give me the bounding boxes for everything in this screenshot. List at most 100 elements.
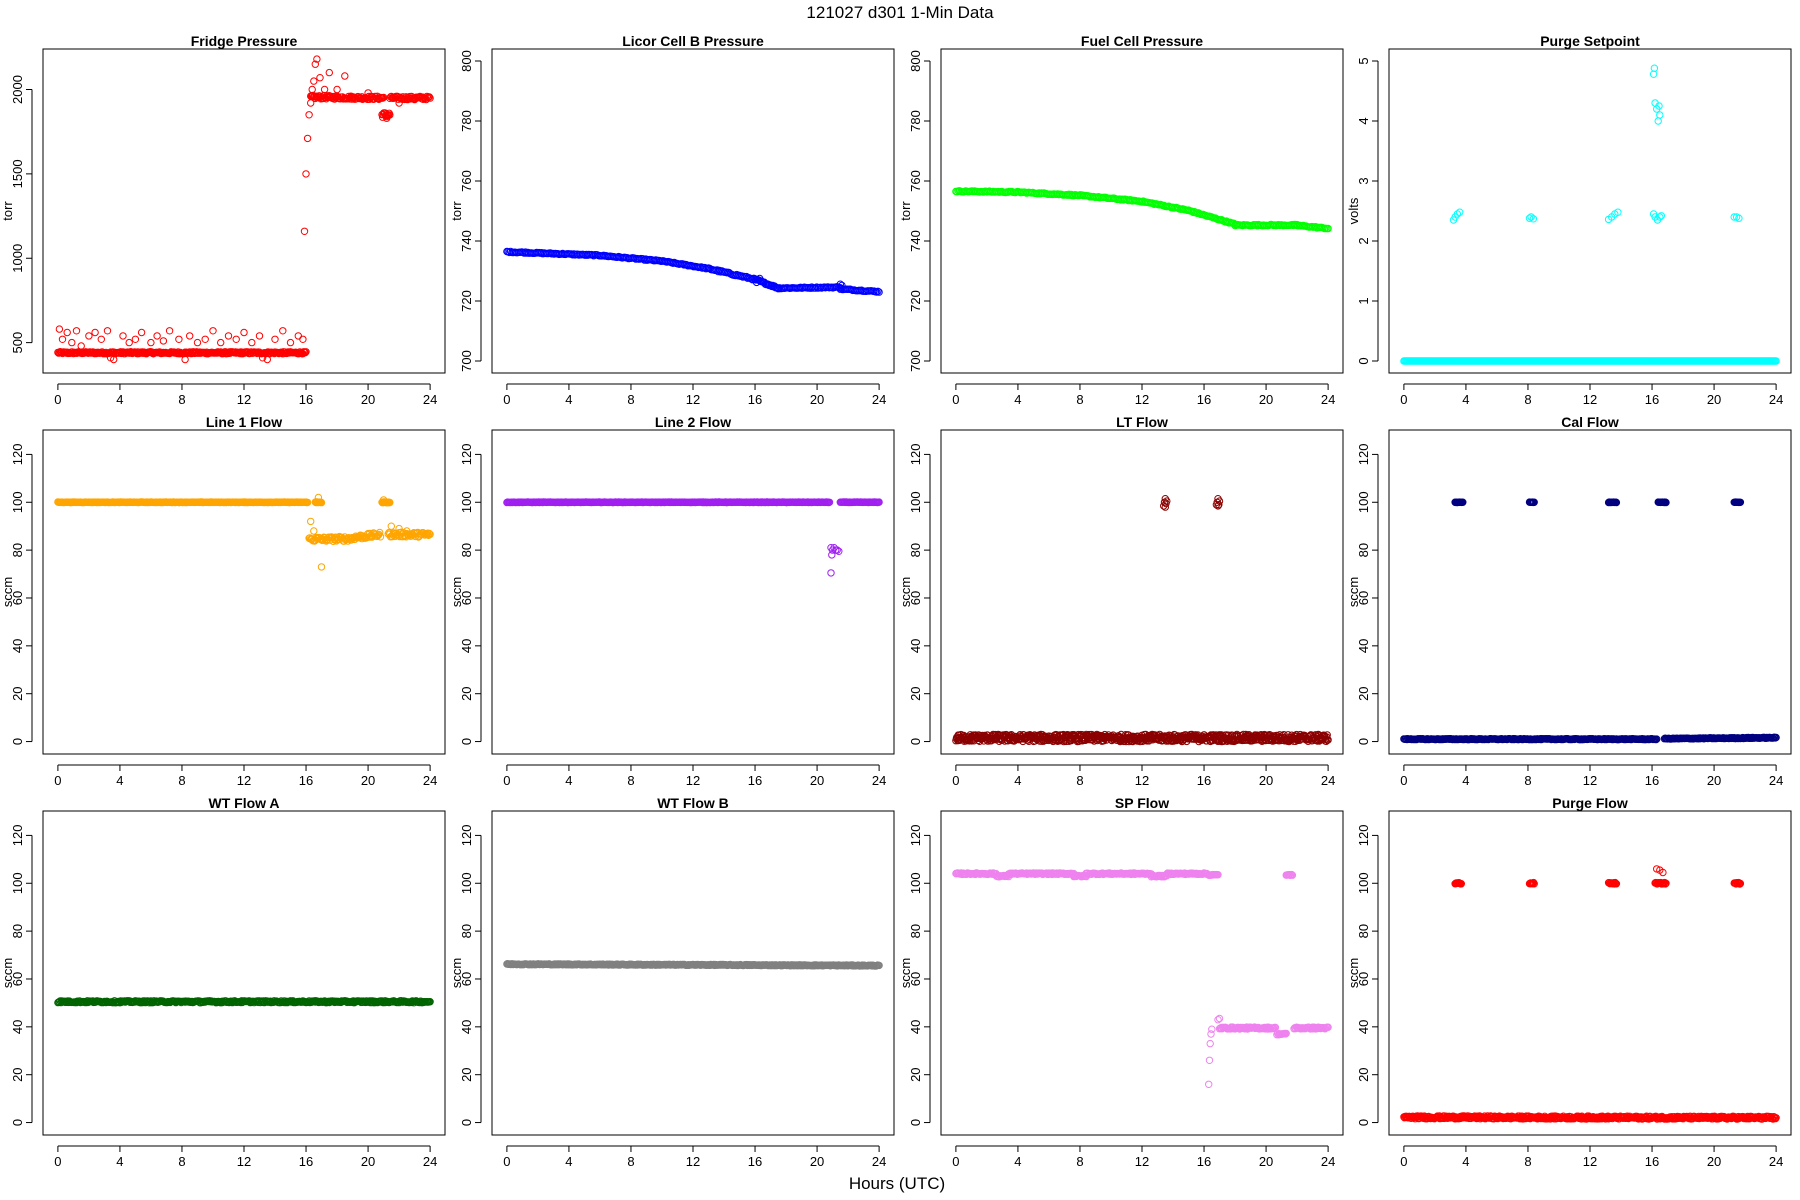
y-tick-label: 740 <box>908 230 923 252</box>
x-tick-label: 20 <box>810 392 824 407</box>
data-point <box>175 335 183 343</box>
data-point <box>1657 212 1666 220</box>
y-tick-label: 100 <box>459 491 474 513</box>
y-tick-label: 2 <box>1356 237 1371 244</box>
data-point <box>263 355 271 364</box>
x-tick-label: 4 <box>116 392 123 407</box>
x-tick-label: 16 <box>1645 773 1659 788</box>
data-point <box>338 533 346 541</box>
y-tick-label: 760 <box>908 170 923 192</box>
data-point <box>766 281 774 289</box>
y-tick-label: 0 <box>908 738 923 745</box>
data-point <box>320 85 329 94</box>
data-point <box>875 288 883 296</box>
panel-title: WT Flow B <box>657 795 729 811</box>
data-point <box>722 268 730 276</box>
x-tick-label: 8 <box>627 773 634 788</box>
x-tick-label: 16 <box>299 1154 313 1169</box>
y-tick-label: 100 <box>459 872 474 894</box>
panel-title: WT Flow A <box>208 795 279 811</box>
y-tick-label: 800 <box>908 50 923 72</box>
x-tick-label: 24 <box>872 773 886 788</box>
y-tick-label: 80 <box>10 543 25 557</box>
x-tick-label: 8 <box>1524 392 1531 407</box>
x-tick-label: 8 <box>178 1154 185 1169</box>
y-tick-label: 60 <box>459 972 474 986</box>
data-point <box>301 348 309 357</box>
plot-frame <box>42 48 446 374</box>
data-point <box>181 355 189 364</box>
x-tick-label: 0 <box>503 392 510 407</box>
data-point <box>68 338 76 347</box>
y-tick-label: 20 <box>459 686 474 700</box>
x-tick-label: 24 <box>423 773 437 788</box>
y-tick-label: 60 <box>10 972 25 986</box>
y-axis-label: torr <box>449 201 464 221</box>
data-point <box>294 332 302 340</box>
x-tick-label: 8 <box>178 773 185 788</box>
x-tick-label: 8 <box>627 392 634 407</box>
data-point <box>286 338 295 347</box>
data-points <box>1400 64 1780 365</box>
x-tick-label: 20 <box>1707 392 1721 407</box>
y-axis-label: volts <box>1346 197 1361 224</box>
y-tick-label: 100 <box>908 491 923 513</box>
data-point <box>376 533 385 541</box>
data-point <box>186 332 194 340</box>
plot-frame <box>940 429 1344 755</box>
data-point <box>91 328 99 337</box>
data-point <box>825 498 834 506</box>
y-tick-label: 60 <box>1356 591 1371 605</box>
data-point <box>1649 70 1658 78</box>
x-tick-label: 24 <box>423 1154 437 1169</box>
data-point <box>341 72 349 80</box>
y-tick-label: 20 <box>10 1067 25 1081</box>
data-point <box>217 338 225 347</box>
data-point <box>1735 214 1743 222</box>
x-tick-label: 12 <box>1583 392 1597 407</box>
y-tick-label: 60 <box>459 591 474 605</box>
x-tick-label: 4 <box>1014 773 1021 788</box>
data-point <box>1215 497 1224 505</box>
x-tick-label: 12 <box>686 773 700 788</box>
y-tick-label: 80 <box>459 543 474 557</box>
y-tick-label: 40 <box>459 1020 474 1034</box>
data-point <box>1656 111 1664 119</box>
x-tick-label: 20 <box>1259 392 1273 407</box>
data-point <box>317 563 326 571</box>
data-point <box>119 332 127 340</box>
data-point <box>209 327 217 335</box>
data-point <box>305 111 313 119</box>
data-point <box>313 55 321 63</box>
data-point <box>159 337 168 345</box>
data-point <box>425 529 433 538</box>
x-tick-label: 16 <box>748 392 762 407</box>
data-point <box>137 328 146 337</box>
data-point <box>364 89 372 97</box>
y-tick-label: 4 <box>1356 117 1371 124</box>
data-point <box>232 335 240 343</box>
y-tick-label: 0 <box>1356 738 1371 745</box>
x-tick-label: 16 <box>748 773 762 788</box>
panel-title: LT Flow <box>1116 414 1168 430</box>
data-point <box>1525 214 1534 222</box>
y-tick-label: 100 <box>10 872 25 894</box>
data-point <box>1654 117 1662 125</box>
data-point <box>147 338 155 347</box>
data-point <box>1161 503 1170 511</box>
y-tick-label: 40 <box>459 639 474 653</box>
y-tick-label: 780 <box>908 110 923 132</box>
panel-title: Fridge Pressure <box>191 33 298 49</box>
data-point <box>1527 213 1535 221</box>
data-point <box>1324 736 1332 744</box>
data-points <box>952 495 1332 746</box>
x-tick-label: 16 <box>299 773 313 788</box>
x-tick-label: 24 <box>423 392 437 407</box>
data-points <box>54 55 434 364</box>
data-point <box>72 327 81 335</box>
y-tick-label: 80 <box>10 924 25 938</box>
y-tick-label: 1500 <box>10 159 25 188</box>
x-tick-label: 12 <box>1135 773 1149 788</box>
y-tick-label: 120 <box>908 444 923 466</box>
